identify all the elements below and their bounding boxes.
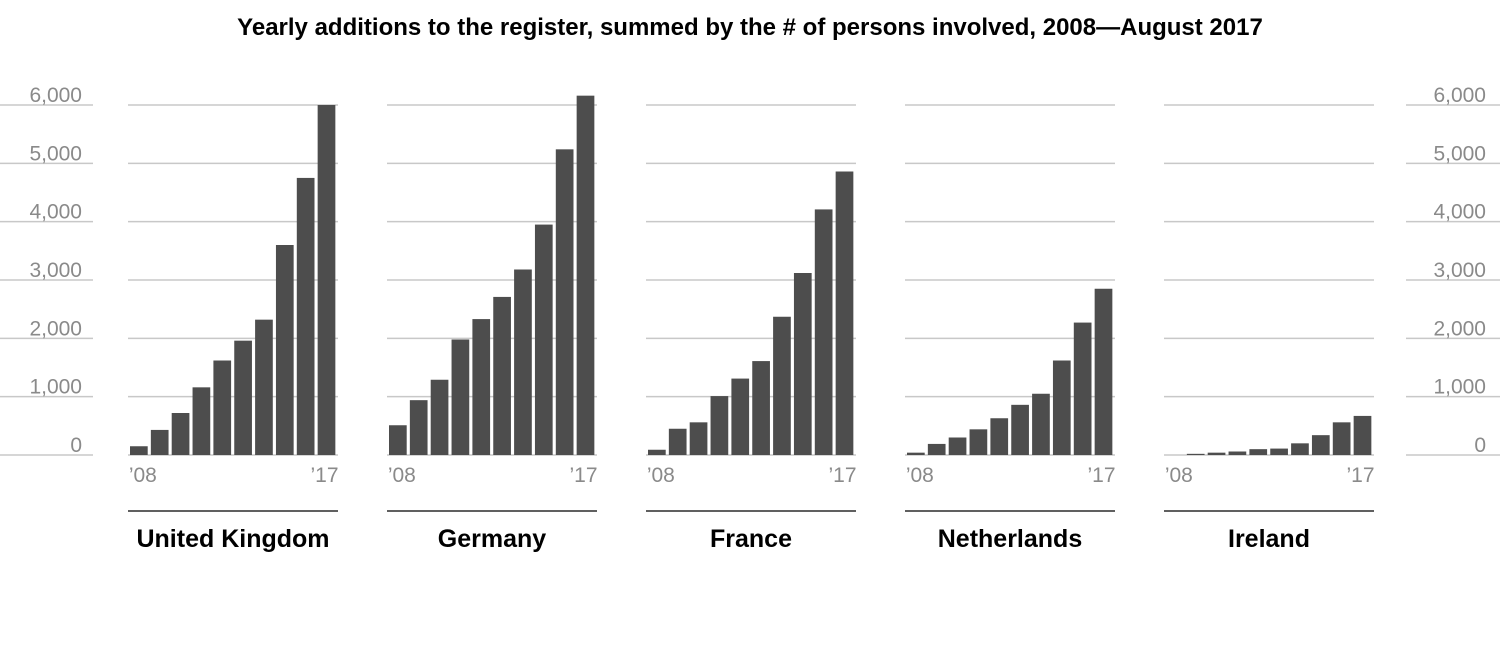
bar-united-kingdom-2016 (296, 177, 315, 455)
bar-ireland-2014 (1291, 443, 1309, 455)
bar-ireland-2016 (1332, 422, 1351, 455)
bar-netherlands-2008 (907, 452, 925, 455)
bar-united-kingdom-2013 (234, 340, 252, 455)
x-tick-label-end-4: ’17 (1346, 464, 1374, 487)
panel-label-united-kingdom: United Kingdom (136, 525, 329, 553)
x-tick-label-start-2: ’08 (647, 464, 675, 487)
y-tick-label-left-6: 6,000 (29, 84, 82, 107)
bar-united-kingdom-2008 (130, 446, 148, 455)
bar-netherlands-2015 (1052, 360, 1071, 455)
bar-netherlands-2011 (969, 429, 988, 455)
x-tick-label-start-1: ’08 (388, 464, 416, 487)
bar-france-2010 (689, 422, 708, 455)
x-tick-label-end-0: ’17 (310, 464, 338, 487)
bar-ireland-2013 (1270, 448, 1288, 455)
bar-netherlands-2010 (948, 437, 967, 455)
bar-france-2011 (710, 396, 729, 455)
bar-netherlands-2017 (1094, 288, 1113, 455)
bar-united-kingdom-2017 (317, 105, 336, 455)
x-tick-label-start-3: ’08 (906, 464, 934, 487)
x-tick-label-start-0: ’08 (129, 464, 157, 487)
bar-germany-2010 (430, 379, 449, 455)
bar-ireland-2015 (1311, 435, 1330, 455)
y-tick-label-left-0: 0 (70, 434, 82, 457)
bar-netherlands-2014 (1032, 393, 1050, 455)
y-tick-label-right-6: 6,000 (1433, 84, 1486, 107)
y-tick-label-left-5: 5,000 (29, 142, 82, 165)
y-tick-label-left-4: 4,000 (29, 201, 82, 224)
chart-title: Yearly additions to the register, summed… (237, 14, 1263, 41)
y-tick-label-right-4: 4,000 (1433, 201, 1486, 224)
bar-netherlands-2009 (927, 443, 946, 455)
bar-ireland-2009 (1186, 453, 1205, 455)
bar-united-kingdom-2009 (150, 429, 169, 455)
x-tick-label-end-1: ’17 (569, 464, 597, 487)
bar-germany-2008 (389, 425, 407, 455)
bar-ireland-2012 (1249, 449, 1268, 455)
x-tick-label-start-4: ’08 (1165, 464, 1193, 487)
panel-label-ireland: Ireland (1228, 525, 1310, 553)
bar-united-kingdom-2010 (171, 413, 190, 455)
bar-netherlands-2013 (1011, 404, 1029, 455)
x-tick-label-end-2: ’17 (828, 464, 856, 487)
bar-germany-2017 (576, 95, 595, 456)
bar-germany-2016 (555, 149, 574, 456)
bar-france-2016 (814, 209, 833, 455)
bar-united-kingdom-2014 (255, 319, 273, 455)
y-tick-label-right-0: 0 (1474, 434, 1486, 457)
bar-france-2015 (793, 273, 812, 455)
panel-label-france: France (710, 525, 792, 553)
y-tick-label-left-1: 1,000 (29, 376, 82, 399)
bar-united-kingdom-2012 (213, 360, 232, 455)
bar-germany-2014 (514, 269, 532, 455)
bar-germany-2012 (472, 319, 491, 455)
bar-france-2014 (773, 316, 791, 455)
bar-ireland-2011 (1228, 451, 1247, 455)
panel-label-netherlands: Netherlands (938, 525, 1082, 553)
bar-germany-2009 (409, 400, 428, 455)
bar-netherlands-2012 (990, 418, 1009, 455)
bar-netherlands-2016 (1073, 322, 1092, 455)
y-tick-label-right-2: 2,000 (1433, 317, 1486, 340)
bar-france-2009 (668, 428, 687, 455)
x-tick-label-end-3: ’17 (1087, 464, 1115, 487)
y-tick-label-right-1: 1,000 (1433, 376, 1486, 399)
bar-france-2008 (648, 449, 666, 455)
bar-united-kingdom-2011 (192, 387, 211, 455)
bar-united-kingdom-2015 (275, 245, 294, 455)
bar-france-2013 (752, 361, 770, 455)
bar-germany-2011 (451, 339, 470, 455)
panel-label-germany: Germany (438, 525, 546, 553)
bar-germany-2015 (534, 224, 553, 455)
bar-france-2017 (835, 171, 854, 455)
bar-france-2012 (731, 378, 750, 455)
bar-ireland-2010 (1207, 452, 1226, 455)
bar-ireland-2017 (1353, 415, 1372, 455)
y-tick-label-left-2: 2,000 (29, 317, 82, 340)
bar-germany-2013 (493, 296, 511, 455)
y-tick-label-right-3: 3,000 (1433, 259, 1486, 282)
y-tick-label-right-5: 5,000 (1433, 142, 1486, 165)
y-tick-label-left-3: 3,000 (29, 259, 82, 282)
